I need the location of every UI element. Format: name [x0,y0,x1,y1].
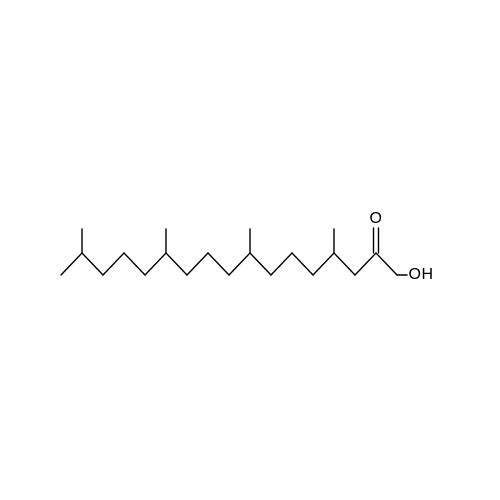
bond [376,253,397,275]
bond [61,253,82,275]
atom-label: O [370,210,383,228]
bond [271,253,292,275]
bond [355,253,376,275]
atom-label: OH [409,266,434,284]
bond [313,253,334,275]
molecule-canvas: O OH [0,0,500,500]
bond [250,253,271,275]
bond [103,253,124,275]
bond [82,253,103,275]
bond [292,253,313,275]
bond [208,253,229,275]
bond [145,253,166,275]
bond [166,253,187,275]
bond [229,253,250,275]
bond [124,253,145,275]
bond [334,253,355,275]
bond [187,253,208,275]
molecule-bonds [0,0,500,500]
